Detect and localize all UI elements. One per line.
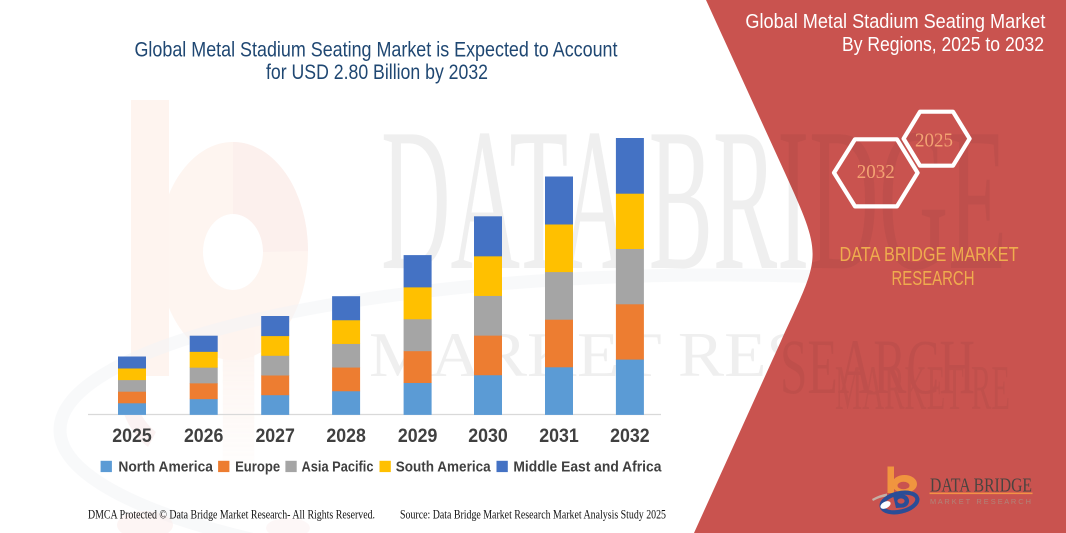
svg-text:2026: 2026 <box>184 426 224 447</box>
svg-text:DATA BRIDGE MARKET: DATA BRIDGE MARKET <box>840 244 1019 266</box>
svg-text:2032: 2032 <box>610 426 650 447</box>
svg-text:2030: 2030 <box>468 426 508 447</box>
svg-text:2031: 2031 <box>539 426 579 447</box>
svg-text:2027: 2027 <box>255 426 295 447</box>
svg-text:for USD 2.80 Billion by 2032: for USD 2.80 Billion by 2032 <box>266 61 488 84</box>
svg-text:Middle East and Africa: Middle East and Africa <box>513 460 662 476</box>
svg-text:MARKET RE: MARKET RE <box>835 353 1010 423</box>
svg-text:SEARCH: SEARCH <box>780 323 975 410</box>
svg-text:2025: 2025 <box>915 130 953 152</box>
svg-text:2032: 2032 <box>857 161 895 183</box>
svg-text:DMCA Protected © Data Bridge M: DMCA Protected © Data Bridge Market Rese… <box>88 507 375 522</box>
svg-text:2028: 2028 <box>326 426 366 447</box>
svg-text:South America: South America <box>396 460 492 476</box>
svg-text:By Regions, 2025 to 2032: By Regions, 2025 to 2032 <box>842 34 1044 56</box>
svg-text:Europe: Europe <box>235 460 280 476</box>
svg-text:North America: North America <box>118 460 213 476</box>
svg-text:M A R K E T R E S E A R C H: M A R K E T R E S E A R C H <box>930 497 1031 506</box>
svg-text:2029: 2029 <box>398 426 438 447</box>
svg-text:Source: Data Bridge Market Res: Source: Data Bridge Market Research Mark… <box>400 507 666 522</box>
svg-text:DATA BRIDGE: DATA BRIDGE <box>930 475 1032 497</box>
svg-text:2025: 2025 <box>112 426 152 447</box>
svg-text:RESEARCH: RESEARCH <box>892 268 975 290</box>
svg-text:Global Metal Stadium Seating M: Global Metal Stadium Seating Market <box>745 11 1045 33</box>
svg-text:Asia Pacific: Asia Pacific <box>302 460 374 476</box>
svg-text:Global Metal Stadium Seating M: Global Metal Stadium Seating Market is E… <box>135 39 618 62</box>
